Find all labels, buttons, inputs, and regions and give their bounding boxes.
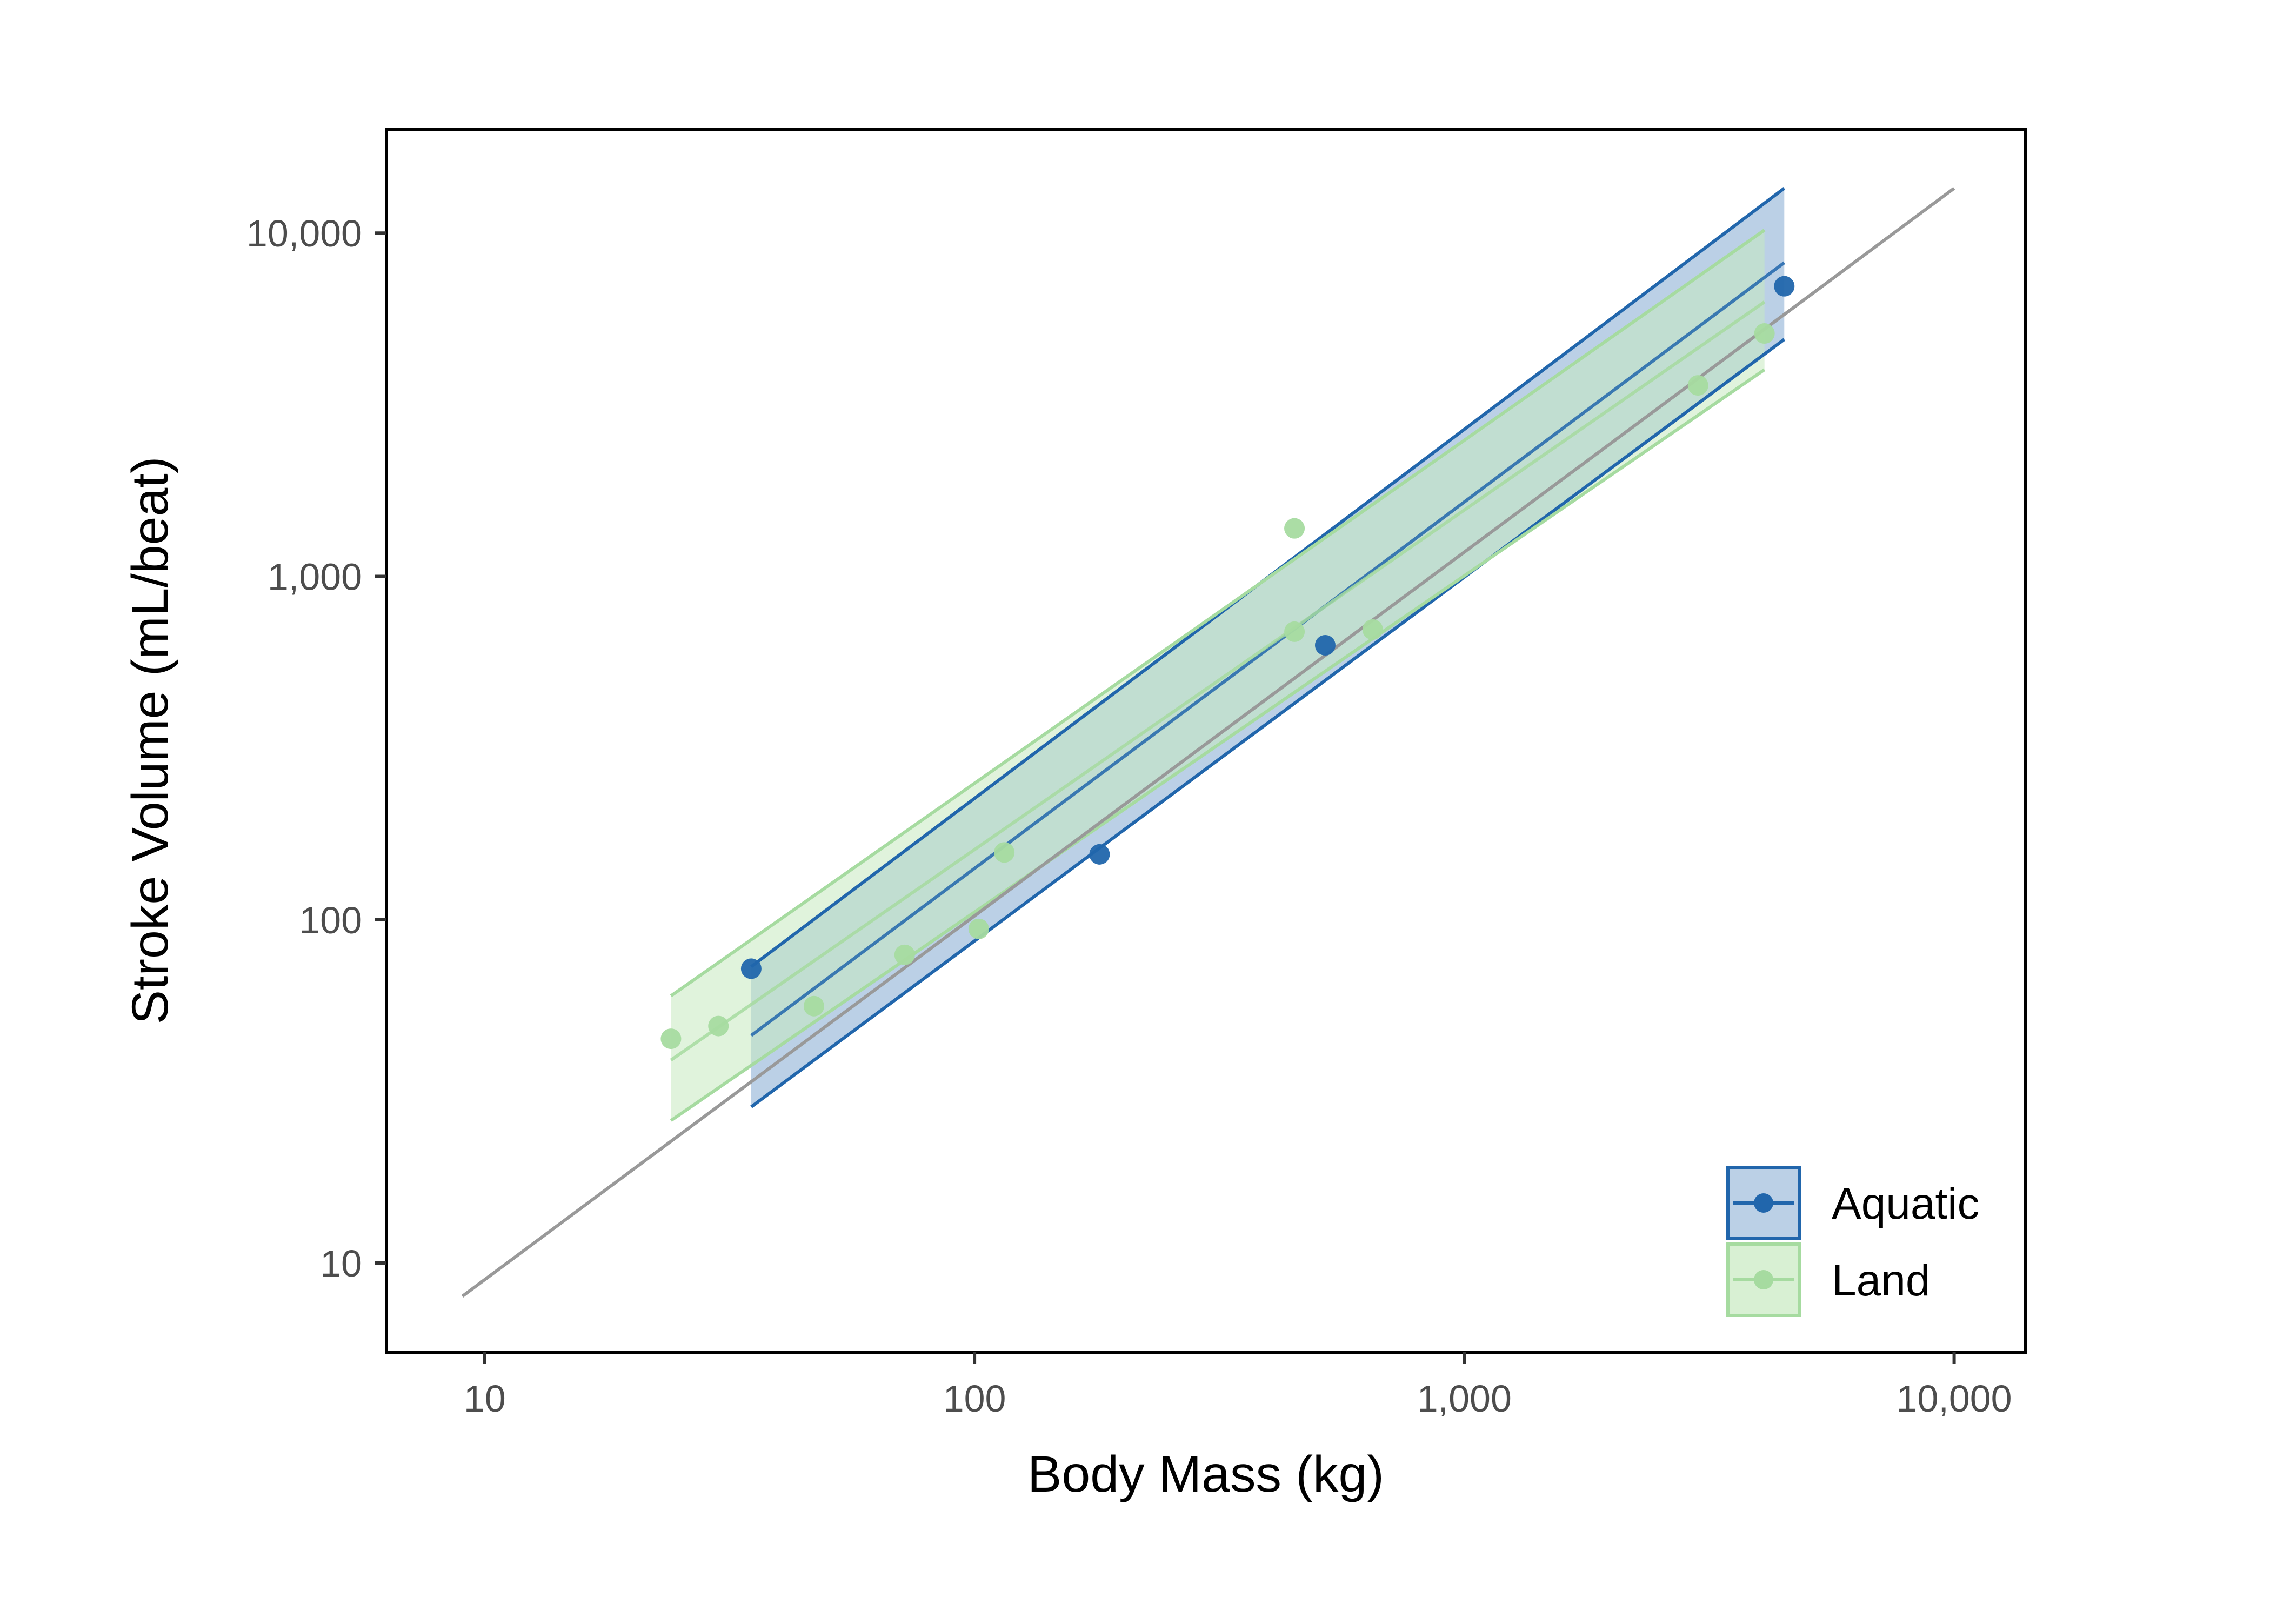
fit-line-land: [670, 300, 1766, 1062]
point-land-3: [894, 944, 915, 965]
point-aquatic-2: [1314, 634, 1336, 656]
point-land-8: [1362, 619, 1383, 640]
point-land-9: [1687, 375, 1708, 396]
x-tick-label: 10,000: [1897, 1378, 2012, 1420]
point-land-6: [1284, 518, 1305, 539]
y-axis-title: Stroke Volume (mL/beat): [122, 457, 179, 1025]
y-tick-label: 1,000: [268, 556, 362, 598]
x-tick-label: 10: [464, 1378, 506, 1420]
point-aquatic-3: [1774, 276, 1795, 297]
legend-key-point: [1754, 1193, 1773, 1213]
legend: Aquatic Land: [1726, 1166, 1980, 1317]
legend-label-aquatic: Aquatic: [1832, 1179, 1980, 1228]
ci-lower-line-land: [670, 368, 1766, 1122]
point-land-5: [994, 842, 1015, 863]
ribbon-land: [671, 230, 1765, 1121]
x-tick-label: 1,000: [1417, 1378, 1512, 1420]
axes: 10 100 1,000 10,000 10 100 1,000 10,000: [246, 212, 2012, 1420]
legend-label-land: Land: [1832, 1256, 1930, 1305]
point-aquatic-0: [740, 958, 762, 979]
plot-border: [385, 128, 2027, 1354]
ci-upper-line-land: [670, 229, 1766, 998]
legend-key-point: [1754, 1270, 1773, 1289]
point-land-0: [660, 1028, 682, 1050]
plot-area: [461, 187, 1955, 1298]
reference-line: [461, 187, 1955, 1298]
x-tick-label: 100: [943, 1378, 1006, 1420]
point-land-7: [1284, 621, 1305, 642]
point-land-2: [803, 995, 824, 1017]
ci-lower-line-aquatic: [750, 338, 1786, 1108]
y-tick-label: 10: [320, 1242, 362, 1285]
y-tick-label: 10,000: [246, 212, 362, 255]
x-axis-title: Body Mass (kg): [1027, 1446, 1384, 1503]
y-tick-label: 100: [299, 899, 362, 941]
point-land-1: [708, 1015, 729, 1037]
point-land-4: [968, 918, 989, 939]
point-aquatic-1: [1089, 844, 1110, 865]
fit-line-aquatic: [750, 261, 1786, 1037]
point-land-10: [1754, 323, 1775, 344]
